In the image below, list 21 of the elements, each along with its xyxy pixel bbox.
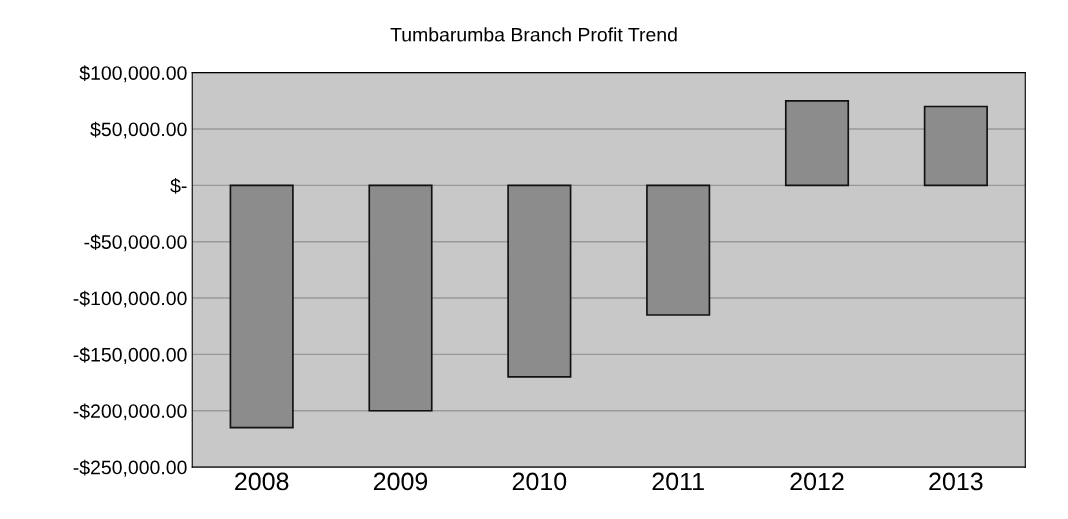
bar — [368, 184, 433, 412]
y-tick-label: $50,000.00 — [90, 121, 187, 139]
y-tick-label: -$100,000.00 — [73, 290, 187, 308]
bar — [229, 184, 294, 429]
x-tick-label: 2013 — [929, 472, 983, 491]
y-tick-label: -$200,000.00 — [73, 403, 187, 421]
x-tick-label: 2010 — [512, 472, 567, 491]
bar — [784, 99, 850, 187]
x-tick-label: 2009 — [373, 472, 428, 491]
x-tick-label: 2011 — [652, 472, 704, 491]
x-tick-label: 2012 — [790, 472, 844, 491]
y-tick-label: -$50,000.00 — [84, 234, 187, 252]
x-tick-label: 2008 — [235, 472, 289, 491]
bar — [923, 105, 988, 187]
bar — [646, 184, 711, 316]
y-tick-label: -$150,000.00 — [73, 347, 187, 364]
y-tick-label: $- — [170, 178, 187, 194]
y-tick-label: $100,000.00 — [79, 65, 187, 83]
y-tick-label: -$250,000.00 — [73, 459, 187, 477]
chart-title: Tumbarumba Branch Profit Trend — [390, 27, 677, 42]
bar — [507, 184, 572, 378]
